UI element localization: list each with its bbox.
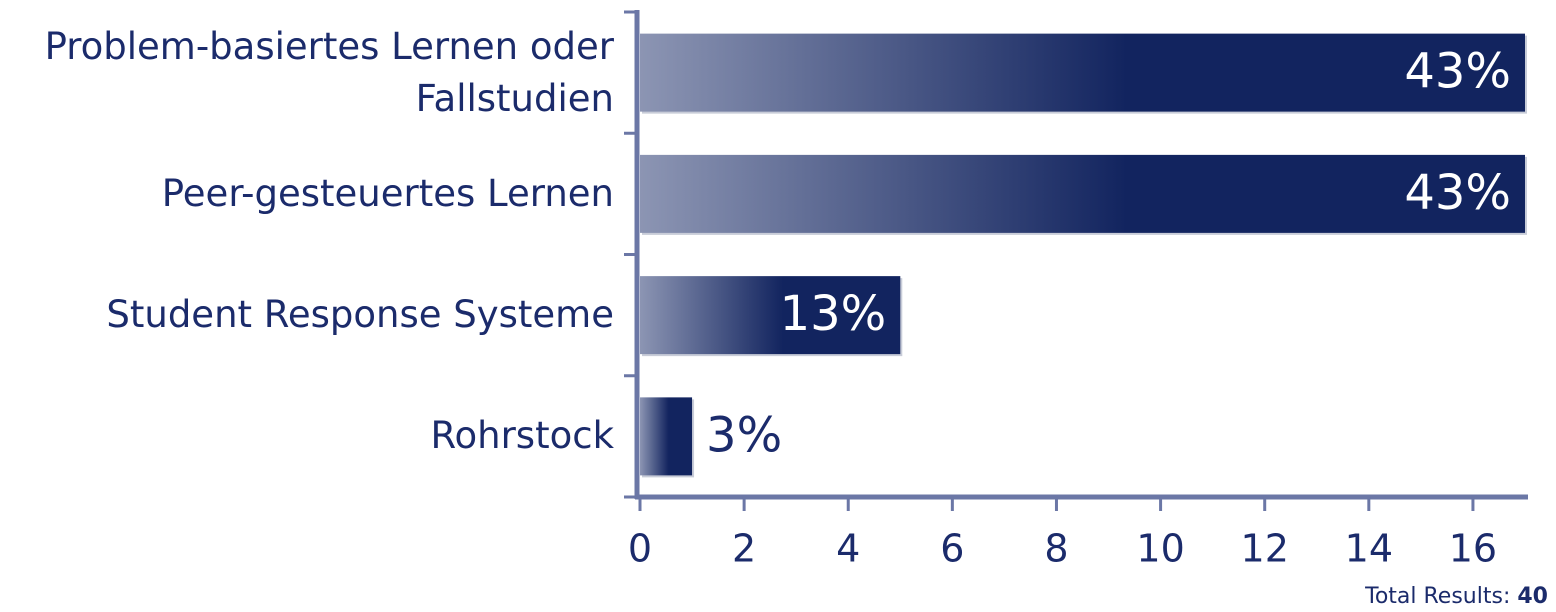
- category-label: Peer-gesteuertes Lernen: [0, 136, 614, 252]
- x-tick-label: 12: [1241, 527, 1289, 571]
- value-label: 13%: [780, 286, 887, 342]
- x-tick-label: 2: [732, 527, 756, 571]
- x-tick-label: 10: [1136, 527, 1184, 571]
- x-tick-label: 14: [1345, 527, 1393, 571]
- x-tick-label: 6: [940, 527, 964, 571]
- x-tick-label: 16: [1449, 527, 1497, 571]
- total-value: 40: [1517, 584, 1548, 609]
- bar: [640, 276, 901, 355]
- category-text: Problem-basiertes Lernen oder Fallstudie…: [44, 24, 614, 120]
- x-tick-label: 4: [836, 527, 860, 571]
- total-label: Total Results:: [1365, 584, 1511, 609]
- total-results: Total Results: 40: [1365, 584, 1548, 609]
- category-label: Rohrstock: [0, 378, 614, 494]
- category-label: Student Response Systeme: [0, 257, 614, 373]
- bar: [640, 154, 1525, 233]
- value-label: 43%: [1404, 44, 1511, 100]
- x-tick-label: 8: [1044, 527, 1068, 571]
- category-text: Student Response Systeme: [106, 293, 614, 337]
- value-label: 43%: [1404, 165, 1511, 221]
- value-label: 3%: [706, 407, 782, 463]
- category-text: Rohrstock: [430, 414, 614, 458]
- category-text: Peer-gesteuertes Lernen: [161, 171, 614, 215]
- bar: [640, 33, 1525, 112]
- x-tick-label: 0: [628, 527, 652, 571]
- category-label: Problem-basiertes Lernen oder Fallstudie…: [0, 15, 614, 131]
- bar: [640, 397, 693, 476]
